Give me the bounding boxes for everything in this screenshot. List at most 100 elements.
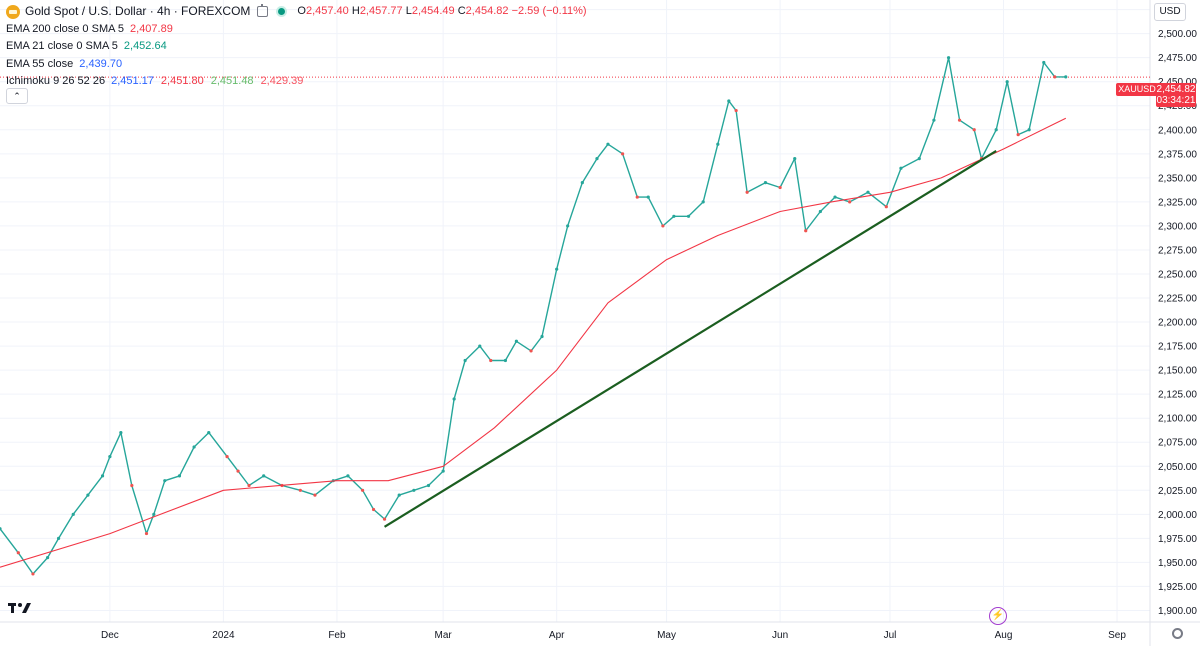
market-open-icon bbox=[278, 8, 286, 16]
price-point bbox=[529, 349, 533, 353]
price-point bbox=[946, 56, 951, 60]
y-tick-label: 2,500.00 bbox=[1158, 29, 1197, 40]
currency-selector[interactable]: USD bbox=[1154, 3, 1186, 21]
price-point bbox=[540, 334, 544, 339]
price-point bbox=[1053, 75, 1057, 79]
y-tick-label: 1,925.00 bbox=[1158, 582, 1197, 593]
last-price: 2,454.82 bbox=[1156, 84, 1196, 95]
price-point bbox=[514, 339, 519, 343]
symbol-price-label: XAUUSD bbox=[1116, 83, 1158, 96]
price-change: −2.59 (−0.11%) bbox=[511, 5, 587, 17]
price-point bbox=[1005, 80, 1009, 84]
price-point bbox=[16, 551, 20, 555]
price-series-line bbox=[0, 57, 1066, 575]
lightning-icon[interactable]: ⚡ bbox=[989, 607, 1007, 625]
y-tick-label: 2,350.00 bbox=[1158, 173, 1197, 184]
price-point bbox=[701, 200, 705, 204]
alert-icon[interactable] bbox=[257, 4, 269, 18]
price-point bbox=[177, 474, 182, 478]
price-point bbox=[100, 474, 105, 478]
price-point bbox=[463, 358, 467, 363]
price-point bbox=[46, 555, 50, 560]
price-point bbox=[804, 229, 808, 233]
y-tick-label: 2,400.00 bbox=[1158, 125, 1197, 136]
price-point bbox=[763, 181, 768, 185]
y-tick-label: 2,025.00 bbox=[1158, 486, 1197, 497]
gear-icon[interactable] bbox=[1172, 628, 1183, 639]
price-point bbox=[0, 527, 2, 531]
price-point bbox=[606, 142, 610, 146]
price-point bbox=[144, 531, 149, 536]
indicator-ema21[interactable]: EMA 21 close 0 SMA 5 2,452.64 bbox=[6, 40, 167, 52]
indicator-ema200[interactable]: EMA 200 close 0 SMA 5 2,407.89 bbox=[6, 22, 173, 35]
price-point bbox=[426, 483, 431, 488]
tradingview-logo[interactable] bbox=[8, 602, 32, 614]
price-point bbox=[236, 469, 240, 473]
price-point bbox=[917, 157, 921, 161]
price-point bbox=[866, 190, 870, 194]
price-point bbox=[119, 431, 123, 435]
y-tick-label: 2,150.00 bbox=[1158, 366, 1197, 377]
price-point bbox=[108, 455, 112, 459]
price-point bbox=[899, 166, 903, 170]
x-tick-label: 2024 bbox=[212, 630, 235, 641]
y-tick-label: 1,950.00 bbox=[1158, 558, 1197, 569]
price-point bbox=[247, 483, 251, 488]
price-point bbox=[555, 267, 559, 271]
price-point bbox=[313, 493, 317, 497]
price-point bbox=[130, 483, 134, 488]
ohlc-values: O2,457.40 H2,457.77 L2,454.49 C2,454.82 … bbox=[297, 5, 587, 17]
price-point bbox=[225, 455, 229, 459]
price-point bbox=[56, 536, 61, 540]
x-tick-label: Feb bbox=[328, 630, 346, 641]
price-point bbox=[672, 214, 676, 218]
price-point bbox=[1042, 60, 1046, 65]
indicator-ema55[interactable]: EMA 55 close 2,439.70 bbox=[6, 57, 123, 70]
price-point bbox=[71, 512, 75, 516]
price-point bbox=[778, 185, 782, 190]
price-point bbox=[298, 488, 302, 492]
collapse-legend-button[interactable]: ⌃ bbox=[6, 88, 28, 104]
price-point bbox=[412, 488, 416, 492]
price-point bbox=[566, 224, 570, 228]
price-point bbox=[371, 507, 376, 512]
trendline bbox=[383, 149, 997, 528]
price-point bbox=[192, 445, 196, 449]
price-point bbox=[884, 205, 888, 209]
x-tick-label: Apr bbox=[549, 630, 565, 641]
ema200-line bbox=[0, 117, 1067, 568]
gold-coin-icon bbox=[6, 4, 20, 19]
x-tick-label: Aug bbox=[995, 630, 1013, 641]
price-point bbox=[848, 200, 852, 204]
y-tick-label: 2,450.00 bbox=[1158, 77, 1197, 88]
y-tick-label: 1,900.00 bbox=[1158, 606, 1197, 617]
price-point bbox=[635, 195, 639, 199]
price-point bbox=[397, 493, 401, 497]
price-point bbox=[382, 517, 387, 521]
price-point bbox=[452, 397, 456, 401]
price-point bbox=[1027, 128, 1031, 132]
y-tick-label: 2,175.00 bbox=[1158, 342, 1197, 353]
price-point bbox=[595, 157, 599, 161]
y-tick-label: 2,275.00 bbox=[1158, 245, 1197, 256]
y-tick-label: 2,475.00 bbox=[1158, 53, 1197, 64]
price-point bbox=[503, 358, 508, 363]
price-point bbox=[994, 128, 998, 132]
price-point bbox=[346, 474, 350, 478]
price-point bbox=[163, 479, 167, 483]
price-point bbox=[793, 157, 797, 161]
last-price-tag: 2,454.82 03:34:21 bbox=[1156, 83, 1196, 107]
price-point bbox=[31, 572, 35, 576]
y-tick-label: 2,250.00 bbox=[1158, 269, 1197, 280]
price-point bbox=[207, 431, 211, 435]
y-tick-label: 2,375.00 bbox=[1158, 149, 1197, 160]
price-point bbox=[86, 493, 90, 497]
indicator-ichimoku[interactable]: Ichimoku 9 26 52 26 2,451.17 2,451.80 2,… bbox=[6, 75, 304, 87]
price-point bbox=[489, 358, 493, 363]
y-tick-label: 2,225.00 bbox=[1158, 294, 1197, 305]
price-point bbox=[716, 142, 720, 146]
x-tick-label: Mar bbox=[435, 630, 453, 641]
symbol-title[interactable]: Gold Spot / U.S. Dollar · 4h · FOREXCOM bbox=[25, 4, 251, 18]
price-point bbox=[1016, 132, 1020, 137]
